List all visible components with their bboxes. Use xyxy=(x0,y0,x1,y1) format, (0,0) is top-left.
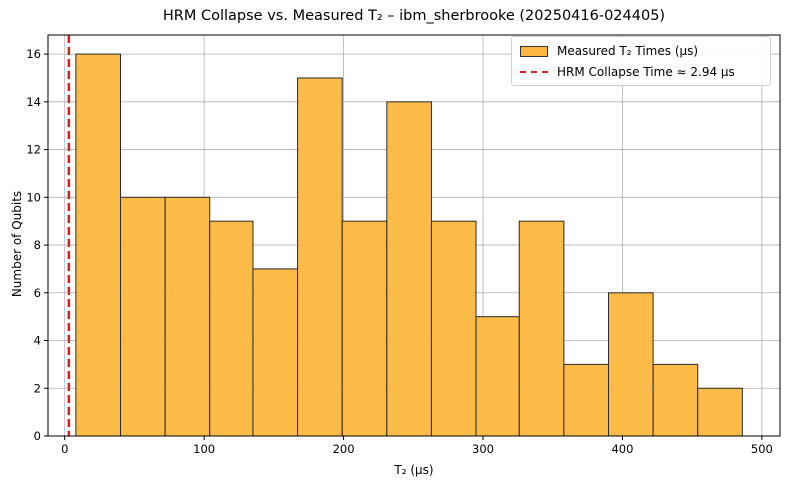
x-tick-label: 300 xyxy=(472,442,494,456)
y-tick-label: 12 xyxy=(26,143,41,157)
histogram-bar xyxy=(386,101,432,437)
x-tick-label: 100 xyxy=(193,442,215,456)
legend-label-measured: Measured T₂ Times (µs) xyxy=(557,44,699,58)
histogram-bar xyxy=(518,220,565,437)
chart-title: HRM Collapse vs. Measured T₂ – ibm_sherb… xyxy=(162,8,666,24)
x-tick-label: 500 xyxy=(751,442,773,456)
x-tick-label: 200 xyxy=(333,442,355,456)
histogram-bar xyxy=(297,77,343,437)
y-tick-label: 14 xyxy=(26,95,41,109)
histogram-bar xyxy=(252,268,299,437)
y-axis-ticks: 0 2 4 6 8 10 12 14 16 xyxy=(26,47,48,443)
y-axis-label: Number of Qubits xyxy=(10,190,24,298)
x-tick-label: 400 xyxy=(611,442,633,456)
legend-swatch-dashed-line xyxy=(520,71,548,73)
y-tick-label: 4 xyxy=(34,334,41,348)
legend: Measured T₂ Times (µs) HRM Collapse Time… xyxy=(511,36,771,86)
x-axis-label: T₂ (µs) xyxy=(394,463,434,477)
legend-swatch-bar xyxy=(520,45,548,57)
y-tick-label: 6 xyxy=(34,286,41,300)
y-tick-label: 2 xyxy=(34,381,41,395)
histogram-bar xyxy=(475,316,520,437)
y-tick-label: 16 xyxy=(26,47,41,61)
x-tick-label: 0 xyxy=(61,442,68,456)
histogram-bar xyxy=(209,220,254,437)
histogram-bar xyxy=(608,292,654,437)
histogram-bars xyxy=(75,53,743,437)
histogram-bar xyxy=(120,196,166,437)
legend-item-collapse: HRM Collapse Time ≈ 2.94 µs xyxy=(520,63,735,81)
histogram-bar xyxy=(563,363,610,437)
y-tick-label: 8 xyxy=(34,238,41,252)
legend-item-measured: Measured T₂ Times (µs) xyxy=(520,42,698,60)
histogram-bar xyxy=(697,387,743,437)
y-tick-label: 0 xyxy=(34,429,41,443)
histogram-bar xyxy=(341,220,388,437)
y-tick-label: 10 xyxy=(26,190,41,204)
legend-label-collapse: HRM Collapse Time ≈ 2.94 µs xyxy=(557,65,735,79)
x-axis-ticks: 0 100 200 300 400 500 xyxy=(61,436,773,456)
histogram-bar xyxy=(164,196,211,437)
histogram-bar xyxy=(75,53,122,437)
histogram-bar xyxy=(652,363,699,437)
histogram-bar xyxy=(430,220,477,437)
plot-frame xyxy=(47,34,781,437)
